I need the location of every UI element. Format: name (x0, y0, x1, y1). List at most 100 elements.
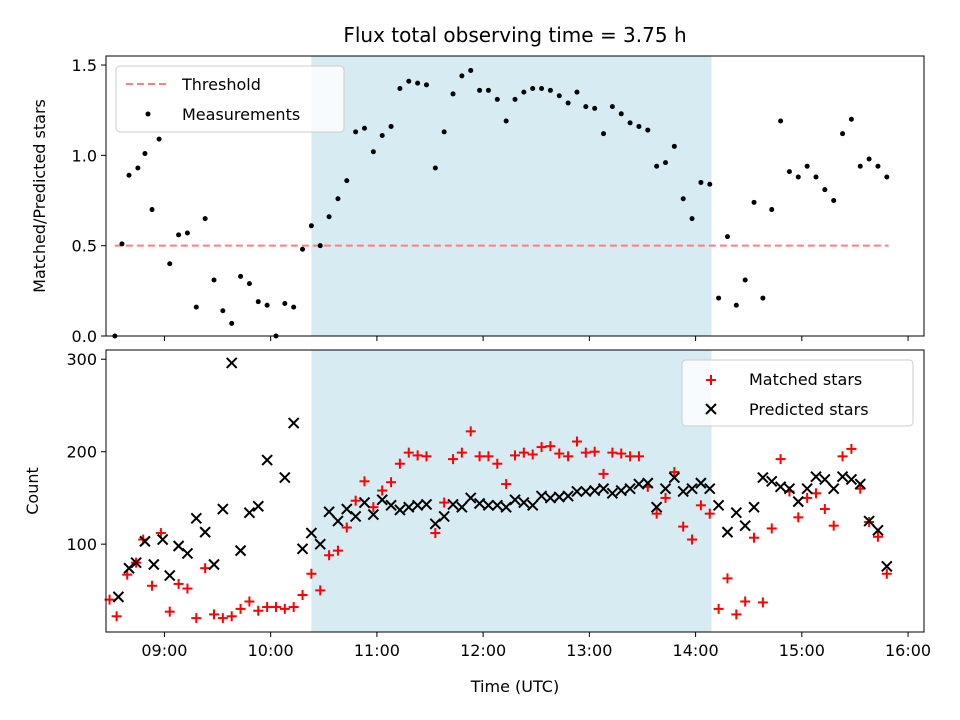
matched-star-point (279, 603, 290, 614)
predicted-star-point (465, 492, 477, 504)
bottom-legend-box (681, 359, 914, 427)
predicted-star-point (394, 504, 406, 516)
predicted-star-point (123, 562, 135, 574)
predicted-star-point (199, 526, 211, 538)
measurement-point (282, 300, 288, 306)
top-legend: Threshold Measurements (115, 65, 345, 133)
measurement-point (494, 96, 500, 102)
matched-star-point (439, 497, 450, 508)
top-y-tick-label: 0.0 (72, 327, 97, 346)
matched-star-point (510, 450, 520, 461)
predicted-star-point (845, 473, 858, 486)
measurement-point (875, 163, 881, 169)
measurement-point (742, 277, 748, 283)
matched-star-point (324, 550, 335, 561)
measurement-point (291, 304, 297, 310)
top-y-tick-label: 0.5 (72, 237, 97, 256)
matched-star-point (819, 504, 830, 515)
predicted-star-point (518, 496, 530, 509)
matched-star-point (306, 568, 317, 579)
predicted-star-point (801, 482, 813, 495)
matched-star-point (704, 508, 715, 519)
predicted-star-point (642, 477, 654, 489)
predicted-star-point (526, 499, 539, 512)
x-axis-label: Time (UTC) (470, 677, 559, 696)
measurement-point (406, 78, 412, 84)
matched-star-point (191, 613, 202, 624)
matched-star-point (483, 451, 494, 462)
top-y-tick-label: 1.0 (72, 146, 97, 165)
measurement-point (884, 174, 890, 180)
matched-star-point (465, 426, 476, 437)
matched-star-point (421, 451, 432, 462)
predicted-star-point (819, 473, 831, 486)
measurement-point (565, 100, 571, 106)
measurement-point (539, 86, 545, 92)
matched-star-point (687, 534, 698, 545)
predicted-star-point (261, 454, 273, 466)
top-observing-span (311, 56, 712, 336)
measurement-point (423, 82, 429, 88)
measurement-point (126, 172, 132, 178)
measurement-point (778, 118, 784, 124)
matched-star-point (253, 605, 264, 616)
matched-star-point (749, 532, 760, 543)
predicted-star-point (562, 490, 574, 502)
x-tick-label: 14:00 (673, 641, 719, 660)
matched-star-point (403, 447, 414, 458)
top-y-tick-label: 1.5 (72, 56, 97, 75)
measurement-point (769, 207, 775, 213)
predicted-star-point (730, 507, 743, 519)
predicted-star-point (358, 496, 371, 509)
measurement-point (521, 89, 527, 95)
predicted-star-point (482, 499, 495, 512)
predicted-star-point (190, 512, 203, 524)
bottom-y-tick-label: 200 (66, 443, 97, 462)
predicted-star-point (130, 556, 142, 569)
measurement-point (698, 179, 704, 185)
matched-star-point (217, 613, 228, 624)
predicted-star-point (164, 569, 176, 582)
predicted-star-point (367, 508, 380, 521)
matched-star-point (518, 447, 529, 458)
measurement-point (751, 199, 757, 205)
predicted-star-point (323, 506, 335, 518)
measurement-point (556, 93, 562, 99)
matched-star-point (828, 520, 839, 531)
measurement-point (671, 143, 677, 149)
measurement-point (848, 116, 854, 122)
measurement-point (397, 86, 403, 92)
matched-star-point (448, 454, 459, 465)
measurement-point (415, 80, 421, 86)
matched-star-point (456, 447, 467, 458)
matched-star-point (262, 602, 273, 613)
measurement-point (733, 302, 739, 308)
legend-predicted-swatch (705, 403, 717, 415)
matched-star-point (633, 451, 644, 462)
predicted-star-point (156, 533, 169, 546)
measurement-point (135, 165, 141, 171)
top-y-axis-label: Matched/Predicted stars (30, 99, 49, 293)
predicted-star-point (429, 518, 442, 530)
measurement-point (156, 136, 162, 142)
measurement-point (866, 156, 872, 162)
chart-title: Flux total observing time = 3.75 h (343, 23, 686, 47)
predicted-star-point (172, 540, 185, 552)
measurement-point (857, 163, 863, 169)
predicted-star-point (836, 470, 849, 483)
bottom-y-axis-label: Count (23, 467, 42, 515)
predicted-star-point (181, 547, 194, 560)
predicted-star-point (783, 482, 796, 495)
legend-threshold-label: Threshold (181, 75, 261, 94)
measurement-point (379, 132, 385, 138)
measurement-point (724, 234, 730, 240)
measurement-point (344, 178, 350, 184)
matched-star-point (740, 596, 751, 607)
predicted-star-point (863, 515, 875, 527)
measurement-point (388, 123, 394, 129)
matched-star-point (341, 522, 352, 533)
measurement-point (149, 207, 155, 213)
matched-star-point (244, 596, 255, 607)
matched-star-point (173, 578, 184, 589)
top-axes-frame (105, 55, 925, 337)
